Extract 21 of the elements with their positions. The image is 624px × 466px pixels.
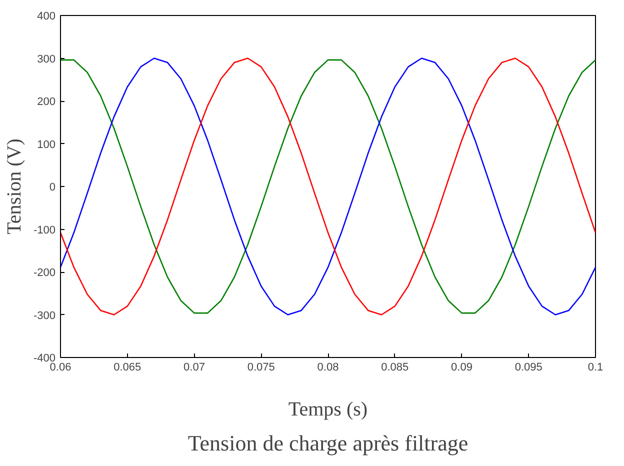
x-tick-label: 0.095 xyxy=(514,362,542,374)
y-tick-label: -300 xyxy=(33,310,56,322)
x-tick-label: 0.08 xyxy=(317,362,339,374)
y-tick-label: -100 xyxy=(33,224,56,236)
y-tick-label: 400 xyxy=(37,10,56,22)
y-tick-label: 200 xyxy=(37,96,56,108)
x-tick-label: 0.065 xyxy=(114,362,142,374)
text: Tension de charge après filtrage xyxy=(188,430,468,456)
x-axis-title: Temps (s) xyxy=(288,398,368,420)
y-tick-label: 300 xyxy=(37,53,56,66)
x-tick-label: 0.075 xyxy=(247,362,275,374)
y-axis-title: Tension (V) xyxy=(3,138,26,234)
x-tick-label: 0.06 xyxy=(50,362,72,374)
y-tick-label: -400 xyxy=(33,352,56,364)
y-tick-label: 0 xyxy=(49,182,56,194)
y-tick-label: 100 xyxy=(37,138,56,151)
x-tick-label: 0.085 xyxy=(381,362,409,374)
x-tick-label: 0.1 xyxy=(588,362,604,374)
x-tick-label: 0.07 xyxy=(184,362,205,374)
y-tick-label: -200 xyxy=(33,267,56,279)
x-tick-label: 0.09 xyxy=(451,362,472,374)
